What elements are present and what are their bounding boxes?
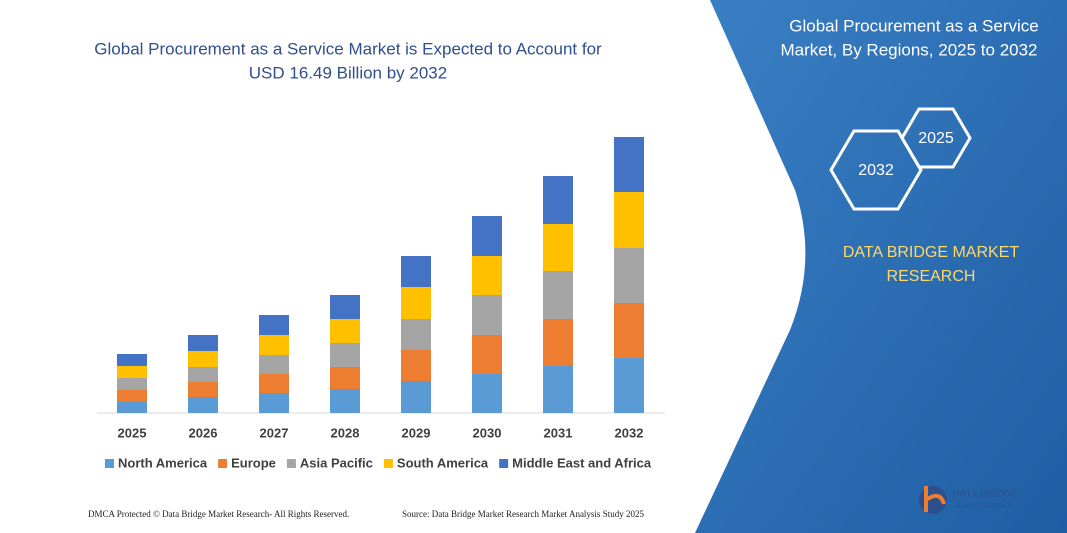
bar-segment	[472, 335, 502, 374]
bar-segment	[614, 137, 644, 192]
bar-segment	[117, 390, 147, 402]
bar-segment	[472, 216, 502, 256]
bar-segment	[259, 335, 289, 355]
bar-segment	[401, 256, 431, 287]
x-tick-label: 2028	[331, 425, 360, 440]
legend-label: South America	[397, 455, 489, 470]
bar-segment	[330, 367, 360, 389]
bar-segment	[188, 367, 218, 382]
x-tick-label: 2032	[615, 425, 644, 440]
bar-segment	[543, 366, 573, 413]
bar-segment	[401, 287, 431, 319]
hex-label: 2025	[918, 130, 954, 147]
bar-segment	[259, 355, 289, 374]
brand-text: RESEARCH	[887, 268, 976, 285]
bar-segment	[188, 351, 218, 367]
legend-swatch	[383, 459, 393, 468]
bar-segment	[614, 303, 644, 358]
bar-segment	[188, 397, 218, 413]
legend-swatch	[286, 459, 296, 468]
panel-title: Global Procurement as a Service	[789, 16, 1038, 35]
bar-segment	[188, 335, 218, 351]
footer-text: DMCA Protected © Data Bridge Market Rese…	[88, 509, 349, 519]
bar-segment	[401, 381, 431, 413]
legend-label: Middle East and Africa	[512, 455, 652, 470]
legend-label: Europe	[231, 455, 276, 470]
legend-swatch	[499, 459, 509, 468]
bar-segment	[472, 295, 502, 335]
logo-icon	[924, 486, 946, 512]
hex-label: 2032	[858, 162, 894, 179]
bar-segment	[401, 350, 431, 381]
bar-segment	[117, 354, 147, 366]
bar-segment	[117, 378, 147, 390]
panel-title: Market, By Regions, 2025 to 2032	[780, 40, 1037, 59]
bar-segment	[614, 248, 644, 303]
bar-segment	[259, 315, 289, 335]
bar-segment	[543, 319, 573, 366]
hexagon	[829, 129, 923, 211]
bar-segment	[543, 224, 573, 271]
logo-tagline: MARKET RESEARCH	[955, 503, 1014, 509]
bar-segment	[472, 374, 502, 413]
chart: 2025 2026 2027 2028 2029 2030 2031 2032 North Am…	[97, 137, 665, 470]
bar-segment	[330, 319, 360, 343]
x-tick-label: 2029	[402, 425, 431, 440]
x-tick-label: 2030	[473, 425, 502, 440]
bar-segment	[259, 393, 289, 413]
bar-segment	[614, 358, 644, 413]
chart-title: USD 16.49 Billion by 2032	[249, 63, 447, 82]
bar-segment	[472, 256, 502, 295]
bar-segment	[401, 319, 431, 350]
bar-segment	[330, 295, 360, 319]
legend-label: North America	[118, 455, 208, 470]
brand-text: DATA BRIDGE MARKET	[843, 244, 1020, 261]
bar-segment	[117, 366, 147, 378]
bar-segment	[330, 389, 360, 413]
side-panel	[695, 0, 1067, 533]
hexagon	[900, 107, 972, 169]
x-tick-label: 2025	[118, 425, 147, 440]
bar-segment	[614, 192, 644, 248]
x-tick-label: 2031	[544, 425, 573, 440]
chart-title: Global Procurement as a Service Market i…	[94, 39, 602, 58]
bar-segment	[188, 382, 218, 397]
bar-segment	[117, 402, 147, 413]
footer-text: Source: Data Bridge Market Research Mark…	[402, 509, 644, 519]
legend-swatch	[218, 459, 228, 468]
bar-segment	[259, 374, 289, 393]
bar-segment	[543, 271, 573, 319]
bar-segment	[330, 343, 360, 367]
x-tick-label: 2026	[189, 425, 218, 440]
legend-label: Asia Pacific	[300, 455, 373, 470]
logo-name: DATA BRIDGE	[952, 488, 1017, 499]
x-tick-label: 2027	[260, 425, 289, 440]
bar-segment	[543, 176, 573, 224]
legend-swatch	[105, 459, 114, 468]
